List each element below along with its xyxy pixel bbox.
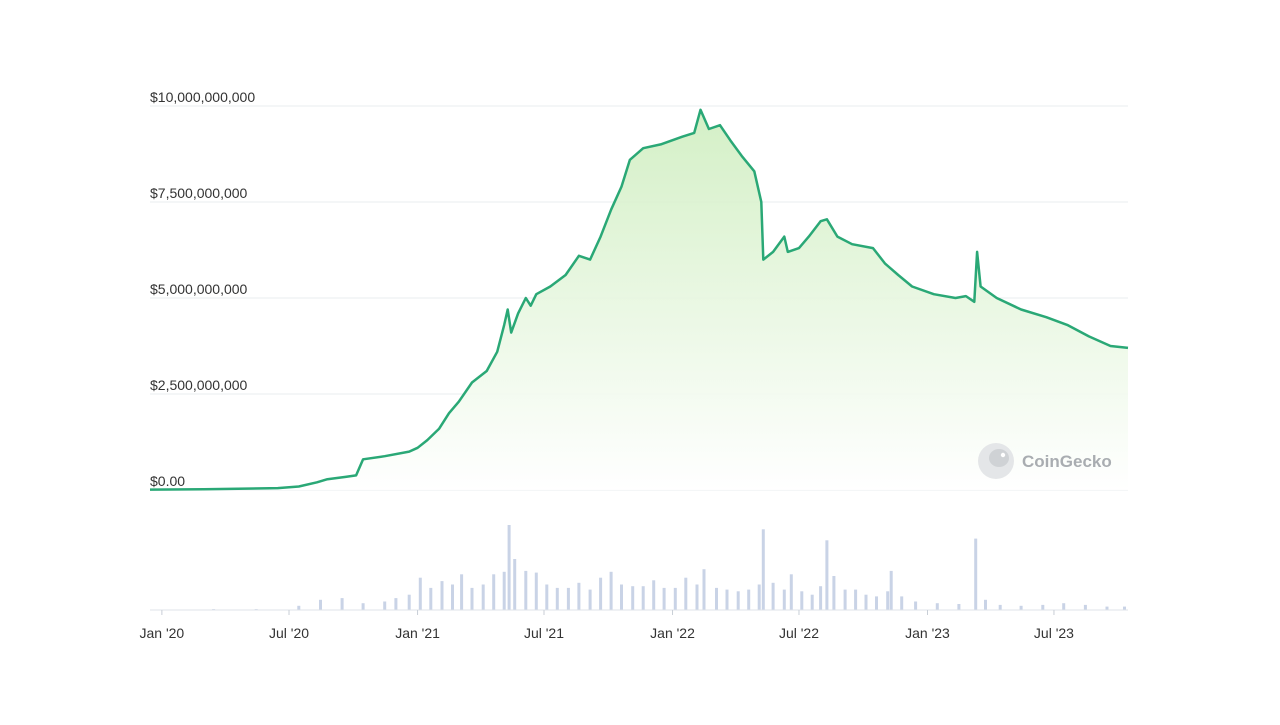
volume-bar: [984, 600, 987, 610]
x-tick-label: Jul '20: [269, 625, 309, 641]
volume-bar: [631, 586, 634, 610]
volume-bar: [429, 588, 432, 610]
volume-bar: [1106, 607, 1109, 610]
volume-bar: [772, 583, 775, 610]
volume-bar: [832, 576, 835, 610]
volume-bar: [914, 602, 917, 611]
volume-bar: [800, 591, 803, 610]
volume-bar: [811, 595, 814, 610]
volume-bar: [890, 571, 893, 610]
volume-bar: [535, 573, 538, 610]
watermark-text: CoinGecko: [1022, 452, 1112, 471]
volume-bar: [383, 602, 386, 611]
volume-bar: [696, 585, 699, 611]
volume-bar: [886, 591, 889, 610]
volume-bar: [524, 571, 527, 610]
volume-bar: [726, 590, 729, 610]
volume-bar: [567, 588, 570, 610]
area-fill: [150, 110, 1128, 490]
volume-bar: [825, 540, 828, 610]
volume-bar: [936, 603, 939, 610]
volume-bar: [599, 578, 602, 610]
volume-bar: [419, 578, 422, 610]
x-tick-label: Jan '21: [395, 625, 440, 641]
volume-bar: [319, 600, 322, 610]
volume-bar: [513, 559, 516, 610]
y-tick-label: $10,000,000,000: [150, 89, 255, 105]
volume-bar: [1041, 605, 1044, 610]
volume-bar: [663, 588, 666, 610]
x-tick-label: Jan '20: [140, 625, 185, 641]
price-area: [150, 110, 1128, 490]
volume-bar: [684, 578, 687, 610]
volume-bar: [819, 586, 822, 610]
volume-bar: [790, 574, 793, 610]
x-tick-label: Jan '22: [650, 625, 695, 641]
volume-bar: [758, 585, 761, 611]
volume-bar: [297, 606, 300, 610]
volume-bar: [844, 590, 847, 610]
volume-bar: [589, 590, 592, 610]
volume-bar: [762, 529, 765, 610]
volume-bar: [408, 595, 411, 610]
volume-bar: [674, 588, 677, 610]
y-tick-label: $5,000,000,000: [150, 281, 248, 297]
x-tick-label: Jul '23: [1034, 625, 1074, 641]
volume-bar: [394, 598, 397, 610]
volume-bar: [957, 604, 960, 610]
volume-bar: [556, 588, 559, 610]
volume-bar: [999, 605, 1002, 610]
volume-bar: [341, 598, 344, 610]
volume-bar: [1084, 605, 1087, 610]
volume-bar: [460, 574, 463, 610]
y-tick-label: $7,500,000,000: [150, 185, 248, 201]
volume-bars: [150, 525, 1128, 610]
y-axis-labels: $0.00 $2,500,000,000 $5,000,000,000 $7,500,…: [150, 89, 255, 489]
volume-bar: [545, 585, 548, 611]
volume-bar: [1062, 603, 1065, 610]
volume-bar: [1123, 607, 1126, 610]
volume-bar: [783, 590, 786, 610]
volume-bar: [865, 595, 868, 610]
y-tick-label: $2,500,000,000: [150, 377, 248, 393]
volume-bar: [471, 588, 474, 610]
volume-bar: [642, 586, 645, 610]
x-axis-labels: Jan '20 Jul '20 Jan '21 Jul '21 Jan '22 Jul '…: [140, 610, 1075, 641]
volume-bar: [492, 574, 495, 610]
volume-bar: [508, 525, 511, 610]
volume-bar: [703, 569, 706, 610]
gecko-logo-head: [989, 449, 1009, 467]
x-tick-label: Jan '23: [905, 625, 950, 641]
volume-bar: [715, 588, 718, 610]
volume-bar: [620, 585, 623, 611]
x-tick-label: Jul '22: [779, 625, 819, 641]
gecko-logo-eye: [1001, 453, 1005, 457]
volume-bar: [854, 590, 857, 610]
volume-bar: [503, 572, 506, 610]
volume-bar: [577, 583, 580, 610]
volume-bar: [482, 585, 485, 611]
volume-bar: [747, 590, 750, 610]
volume-bar: [451, 585, 454, 611]
volume-bar: [610, 572, 613, 610]
x-tick-label: Jul '21: [524, 625, 564, 641]
volume-bar: [362, 603, 365, 610]
volume-bar: [441, 581, 444, 610]
volume-bar: [974, 539, 977, 610]
volume-bar: [1020, 606, 1023, 610]
volume-bar: [737, 591, 740, 610]
volume-bar: [900, 596, 903, 610]
volume-bar: [652, 580, 655, 610]
volume-bar: [875, 596, 878, 610]
y-tick-label: $0.00: [150, 473, 185, 489]
